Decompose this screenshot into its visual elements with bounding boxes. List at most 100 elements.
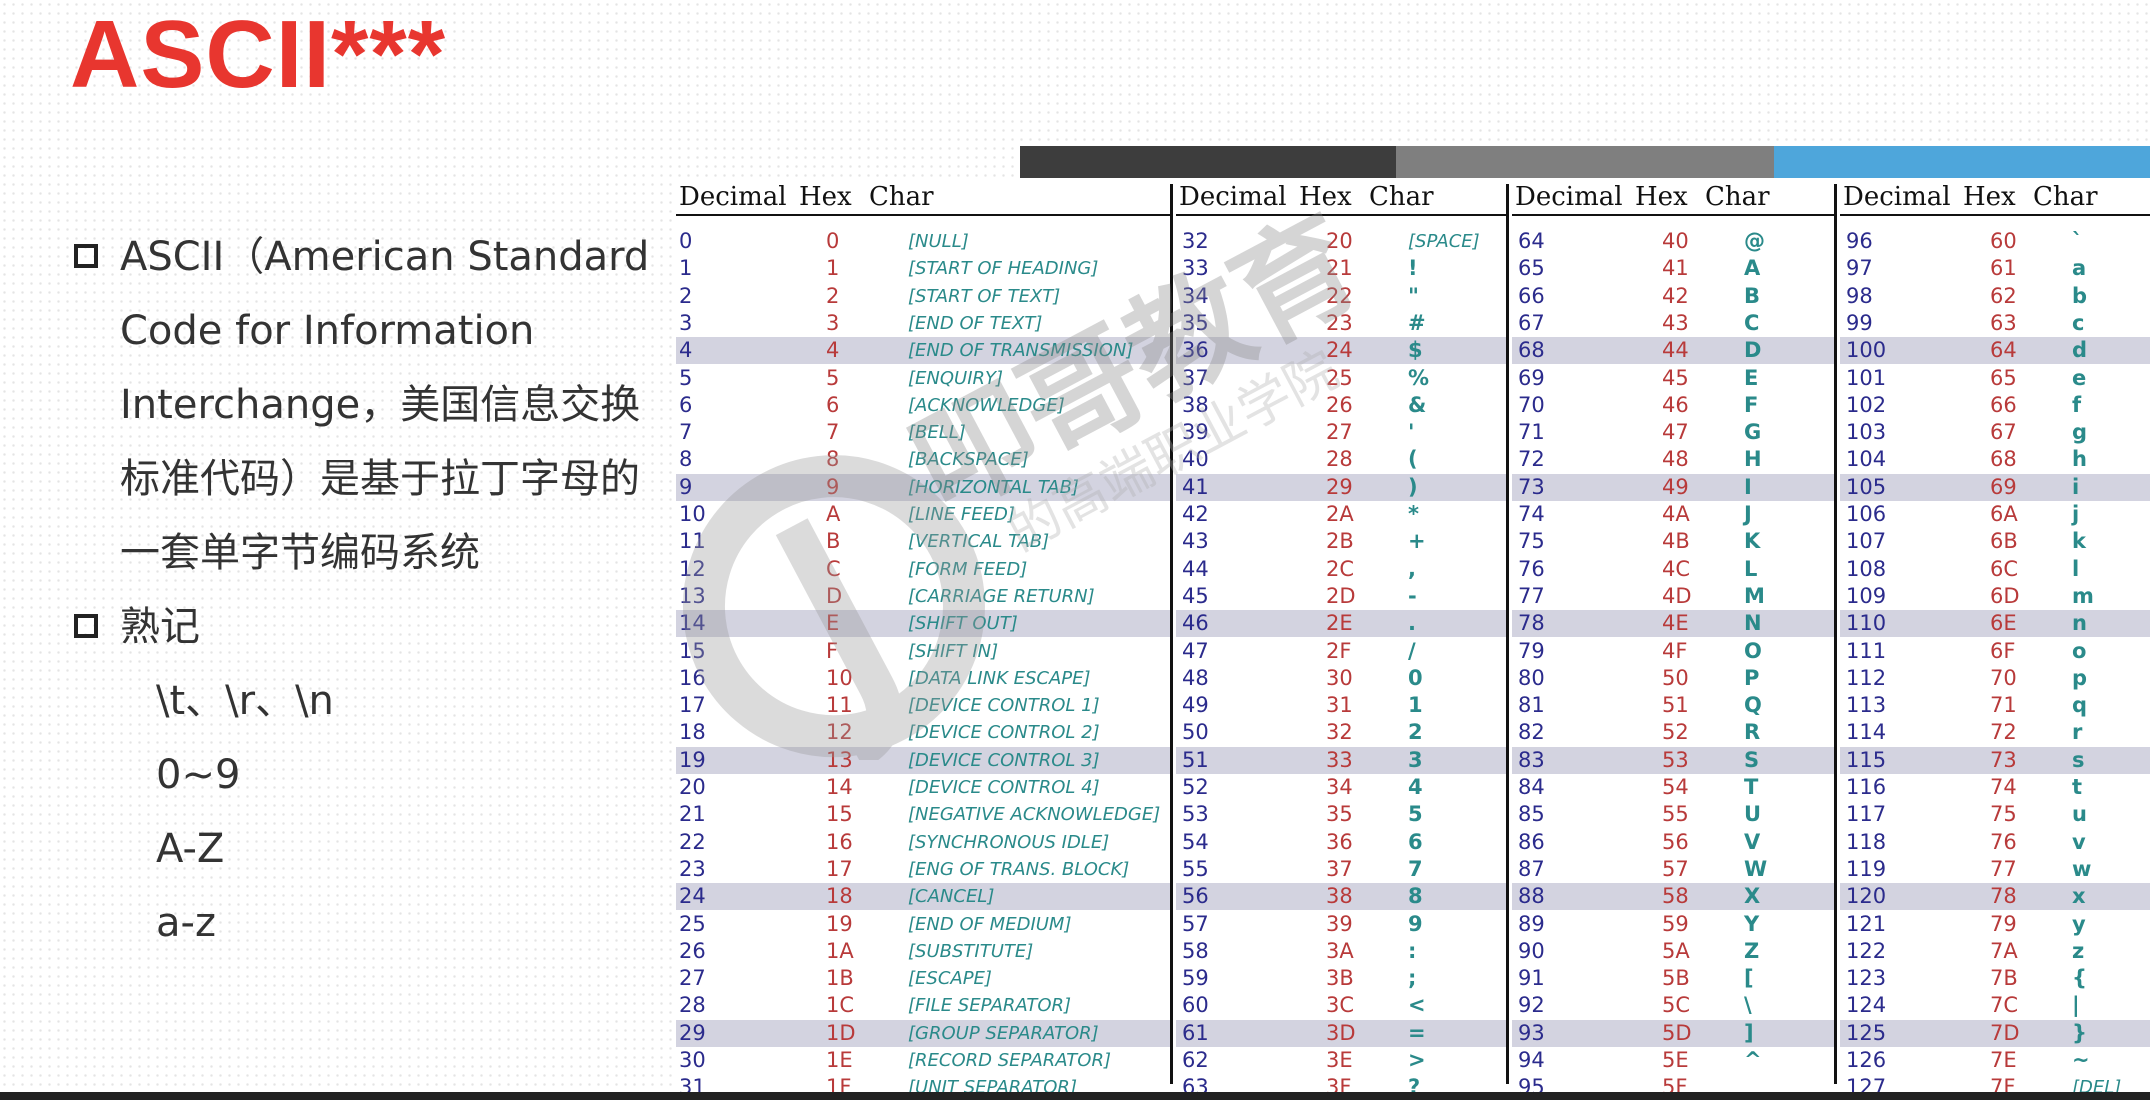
table-row: 106 6A j bbox=[1840, 501, 2150, 528]
table-row: 70 46 F bbox=[1512, 392, 1836, 419]
cell-dec: 6 bbox=[679, 392, 693, 417]
cell-hex: 1C bbox=[826, 993, 855, 1018]
table-row: 84 54 T bbox=[1512, 774, 1836, 801]
table-row: 8 8 [BACKSPACE] bbox=[676, 446, 1171, 473]
cell-dec: 69 bbox=[1518, 365, 1545, 390]
table-row: 79 4F O bbox=[1512, 638, 1836, 665]
cell-chr: | bbox=[2072, 993, 2080, 1018]
table-row: 6 6 [ACKNOWLEDGE] bbox=[676, 392, 1171, 419]
cell-dec: 85 bbox=[1518, 802, 1545, 827]
table-row: 97 61 a bbox=[1840, 255, 2150, 282]
cell-hex: 12 bbox=[826, 720, 853, 745]
cell-dec: 101 bbox=[1846, 365, 1887, 390]
cell-chr: [DATA LINK ESCAPE] bbox=[908, 667, 1091, 689]
cell-chr: ^ bbox=[1744, 1048, 1762, 1072]
cell-hex: 31 bbox=[1326, 693, 1353, 718]
cell-hex: 42 bbox=[1662, 283, 1689, 308]
table-row: 103 67 g bbox=[1840, 419, 2150, 446]
cell-chr: [ENG OF TRANS. BLOCK] bbox=[908, 858, 1130, 880]
cell-chr: C bbox=[1744, 310, 1760, 335]
cell-hex: 1D bbox=[826, 1020, 856, 1045]
cell-dec: 119 bbox=[1846, 856, 1887, 881]
cell-dec: 15 bbox=[679, 638, 706, 663]
cell-chr: [FILE SEPARATOR] bbox=[908, 995, 1072, 1017]
cell-hex: 6E bbox=[1990, 611, 2017, 636]
table-row: 55 37 7 bbox=[1176, 856, 1506, 883]
cell-dec: 71 bbox=[1518, 420, 1545, 445]
cell-chr: ] bbox=[1744, 1020, 1754, 1045]
cell-hex: 78 bbox=[1990, 884, 2017, 909]
decorative-bars bbox=[1020, 146, 2150, 178]
cell-chr: t bbox=[2072, 775, 2083, 799]
cell-dec: 2 bbox=[679, 283, 693, 308]
table-row: 54 36 6 bbox=[1176, 829, 1506, 856]
sub-item-digits: 0~9 bbox=[156, 752, 241, 798]
table-row: 59 3B; bbox=[1176, 965, 1506, 992]
cell-chr: [SHIFT IN] bbox=[908, 640, 999, 662]
cell-hex: 49 bbox=[1662, 474, 1689, 499]
cell-dec: 86 bbox=[1518, 829, 1545, 854]
cell-dec: 89 bbox=[1518, 911, 1545, 936]
cell-hex: 7C bbox=[1990, 993, 2019, 1018]
cell-dec: 28 bbox=[679, 993, 706, 1018]
cell-hex: 26 bbox=[1326, 392, 1353, 417]
cell-hex: 6B bbox=[1990, 529, 2018, 554]
cell-chr: E bbox=[1744, 365, 1759, 390]
cell-chr: s bbox=[2072, 747, 2085, 772]
cell-dec: 11 bbox=[679, 529, 706, 554]
bullet-item-ascii-definition: ASCII（American Standard Code for Informa… bbox=[72, 220, 662, 590]
cell-hex: 38 bbox=[1326, 884, 1353, 909]
cell-hex: 58 bbox=[1662, 884, 1689, 909]
column-divider bbox=[1170, 184, 1173, 1084]
slide-title: ASCII*** bbox=[70, 1, 447, 108]
cell-hex: 59 bbox=[1662, 911, 1689, 936]
table-row: 0 0 [NULL] bbox=[676, 228, 1171, 255]
cell-dec: 45 bbox=[1182, 583, 1209, 608]
cell-dec: 46 bbox=[1182, 611, 1209, 636]
cell-hex: 3D bbox=[1326, 1020, 1356, 1045]
cell-chr: 9 bbox=[1408, 911, 1423, 936]
cell-hex: 4 bbox=[826, 338, 840, 363]
cell-hex: 23 bbox=[1326, 310, 1353, 335]
table-row: 45 2D - bbox=[1176, 583, 1506, 610]
cell-chr: @ bbox=[1744, 229, 1765, 253]
table-row: 102 66 f bbox=[1840, 392, 2150, 419]
table-row: 85 55 U bbox=[1512, 801, 1836, 828]
cell-chr: u bbox=[2072, 802, 2087, 827]
header-hex: Hex bbox=[1963, 182, 2016, 212]
cell-hex: 76 bbox=[1990, 829, 2017, 854]
table-row: 112 70 p bbox=[1840, 665, 2150, 692]
header-chr: Char bbox=[2033, 182, 2098, 212]
table-row: 4 4 [END OF TRANSMISSION] bbox=[676, 337, 1171, 365]
table-row: 93 5D] bbox=[1512, 1019, 1836, 1047]
cell-chr: D bbox=[1744, 338, 1762, 363]
cell-hex: 8 bbox=[826, 447, 840, 472]
table-row: 46 2E. bbox=[1176, 610, 1506, 638]
table-row: 36 24 $ bbox=[1176, 337, 1506, 365]
table-row: 75 4B K bbox=[1512, 528, 1836, 555]
cell-dec: 106 bbox=[1846, 502, 1887, 526]
cell-hex: 17 bbox=[826, 856, 853, 881]
cell-chr: S bbox=[1744, 747, 1760, 772]
cell-chr: f bbox=[2072, 392, 2082, 417]
cell-hex: 46 bbox=[1662, 392, 1689, 417]
table-row: 125 7D} bbox=[1840, 1019, 2150, 1047]
cell-dec: 93 bbox=[1518, 1020, 1545, 1045]
cell-hex: 32 bbox=[1326, 720, 1353, 745]
cell-chr: & bbox=[1408, 392, 1427, 417]
table-row: 32 20 [SPACE] bbox=[1176, 228, 1506, 255]
table-row: 80 50 P bbox=[1512, 665, 1836, 692]
cell-hex: 65 bbox=[1990, 365, 2017, 390]
cell-hex: C bbox=[826, 556, 841, 581]
cell-dec: 39 bbox=[1182, 420, 1209, 445]
cell-chr: [FORM FEED] bbox=[908, 558, 1028, 580]
cell-hex: 50 bbox=[1662, 665, 1689, 690]
cell-hex: F bbox=[826, 638, 839, 663]
table-row: 35 23 # bbox=[1176, 310, 1506, 337]
cell-hex: 10 bbox=[826, 665, 853, 690]
cell-hex: 34 bbox=[1326, 775, 1353, 799]
cell-hex: 5 bbox=[826, 365, 840, 390]
cell-dec: 19 bbox=[679, 747, 706, 772]
table-row: 90 5A Z bbox=[1512, 938, 1836, 965]
table-row: 89 59 Y bbox=[1512, 911, 1836, 938]
